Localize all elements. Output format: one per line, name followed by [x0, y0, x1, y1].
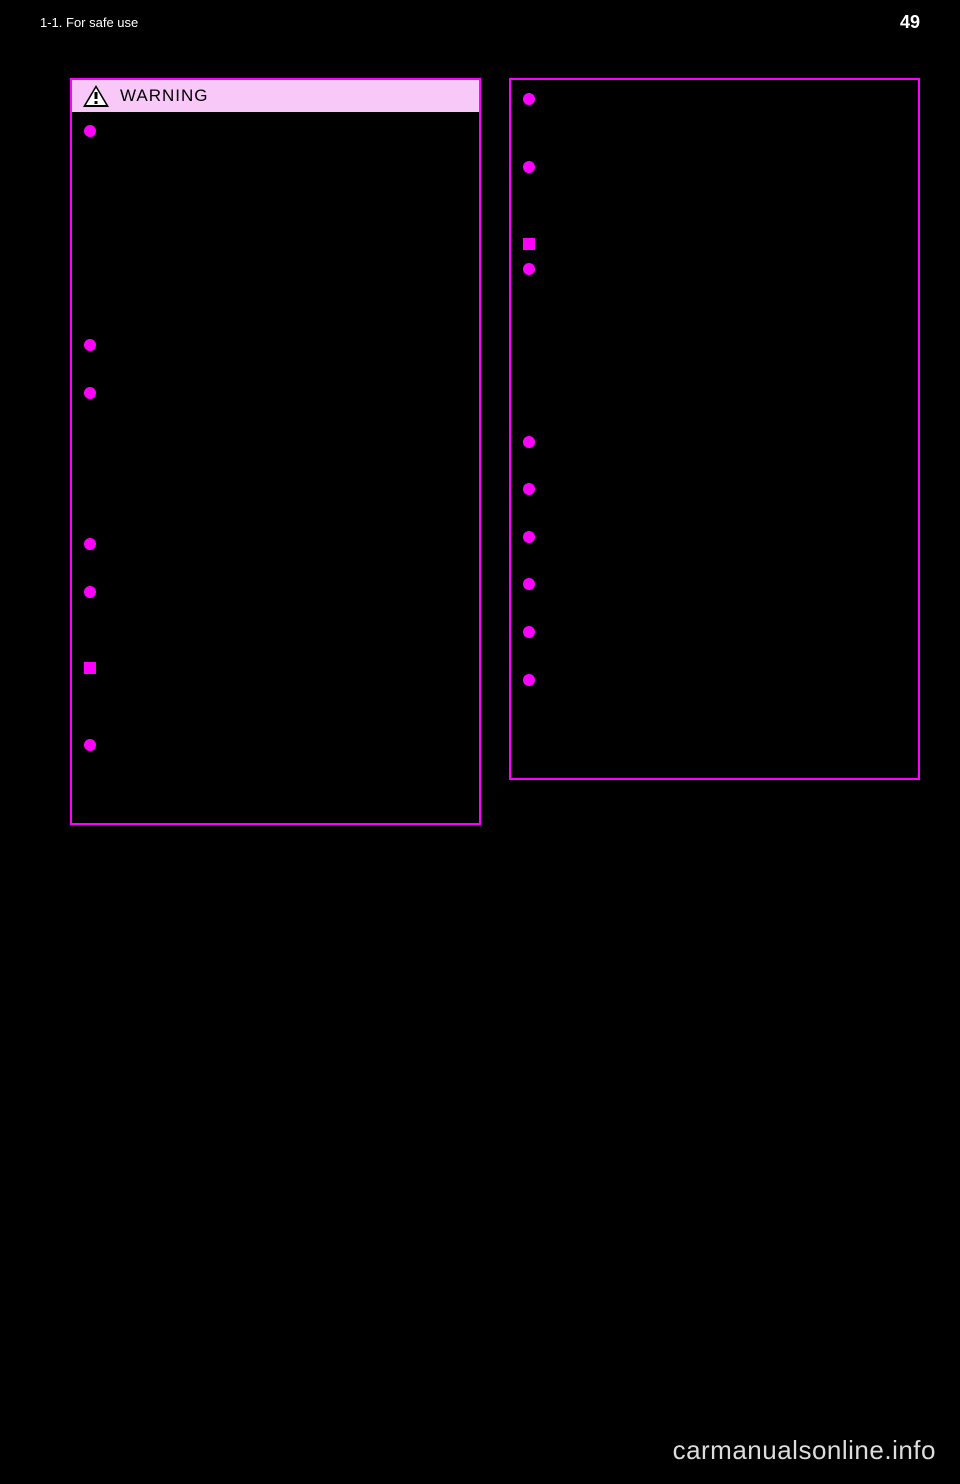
content-area: WARNING The SRS airbags deploy with cons… [0, 48, 960, 825]
bullet-text: Move your seat to the rear as far as you… [104, 336, 467, 378]
bullet-item: The driver and all passengers in the veh… [84, 736, 467, 798]
section-title: SRS airbag precautions [104, 659, 467, 679]
bullet-text: Improperly seated and/or restrained infa… [543, 260, 906, 426]
section-label: 1-1. For safe use [40, 15, 138, 30]
warning-body: The SRS airbags deploy with considerable… [72, 112, 479, 823]
bullet-square-icon [523, 238, 535, 250]
bullet-item: The front passenger seat should be as fa… [523, 158, 906, 220]
bullet-text: Do not allow a child to stand in front o… [543, 480, 906, 522]
bullet-text: Do not lean against the door, the roof s… [543, 575, 906, 617]
bullet-item: Do not drive the vehicle while the drive… [523, 528, 906, 570]
watermark: carmanualsonline.info [673, 1435, 936, 1466]
page-header: 1-1. For safe use 49 [0, 0, 960, 48]
bullet-item: The seat should be adjusted as recommend… [84, 583, 467, 645]
bullet-text: If your steering wheel is adjustable, ti… [104, 535, 467, 577]
section-intro: Observe the following precautions regard… [84, 685, 467, 706]
bullet-item: If your steering wheel is adjustable, ti… [84, 535, 467, 577]
bullet-dot-icon [523, 674, 535, 686]
warning-label: WARNING [120, 86, 209, 106]
section-item: SRS airbag precautions [523, 235, 906, 255]
bullet-dot-icon [84, 339, 96, 351]
bullet-text: The SRS airbags deploy with considerable… [104, 122, 467, 330]
bullet-item: The SRS driver airbag deploys with consi… [523, 90, 906, 152]
bullet-item: Improperly seated and/or restrained infa… [523, 260, 906, 426]
bullet-dot-icon [523, 531, 535, 543]
bullet-dot-icon [523, 436, 535, 448]
right-column: The SRS driver airbag deploys with consi… [509, 78, 920, 825]
bullet-item: Do not allow anyone to kneel on the pass… [523, 623, 906, 665]
warning-header: WARNING [72, 80, 479, 112]
bullet-dot-icon [523, 626, 535, 638]
bullet-item: Do not sit on the edge of the seat or le… [523, 433, 906, 475]
bullet-item: The SRS airbags deploy with considerable… [84, 122, 467, 330]
bullet-text: The SRS driver airbag deploys with consi… [543, 90, 906, 152]
page-number: 49 [900, 12, 920, 33]
bullet-text: The driver and all passengers in the veh… [104, 736, 467, 798]
bullet-dot-icon [84, 125, 96, 137]
bullet-dot-icon [523, 578, 535, 590]
bullet-dot-icon [523, 483, 535, 495]
section-title: SRS airbag precautions [543, 235, 906, 255]
section-item: SRS airbag precautions [84, 659, 467, 679]
bullet-text: Slightly recline the back of the seat. A… [104, 384, 467, 530]
bullet-item: Move your seat to the rear as far as you… [84, 336, 467, 378]
bullet-item: Do not allow a child to stand in front o… [523, 480, 906, 522]
warning-box: WARNING The SRS airbags deploy with cons… [70, 78, 481, 825]
warning-continuation-box: The SRS driver airbag deploys with consi… [509, 78, 920, 780]
bullet-text: Do not attach anything to or lean anythi… [543, 671, 906, 754]
bullet-item: Slightly recline the back of the seat. A… [84, 384, 467, 530]
bullet-text: Do not drive the vehicle while the drive… [543, 528, 906, 570]
bullet-dot-icon [523, 161, 535, 173]
left-column: WARNING The SRS airbags deploy with cons… [70, 78, 481, 825]
bullet-item: Do not attach anything to or lean anythi… [523, 671, 906, 754]
bullet-text: Do not sit on the edge of the seat or le… [543, 433, 906, 475]
bullet-dot-icon [84, 387, 96, 399]
warning-triangle-icon [82, 84, 110, 108]
bullet-dot-icon [523, 263, 535, 275]
bullet-dot-icon [84, 739, 96, 751]
section-intro2: Failure to do so may cause death or seri… [84, 709, 467, 730]
bullet-text: The seat should be adjusted as recommend… [104, 583, 467, 645]
bullet-item: Do not lean against the door, the roof s… [523, 575, 906, 617]
bullet-text: The front passenger seat should be as fa… [543, 158, 906, 220]
bullet-text: Do not allow anyone to kneel on the pass… [543, 623, 906, 665]
bullet-dot-icon [84, 538, 96, 550]
bullet-dot-icon [523, 93, 535, 105]
bullet-square-icon [84, 662, 96, 674]
bullet-dot-icon [84, 586, 96, 598]
